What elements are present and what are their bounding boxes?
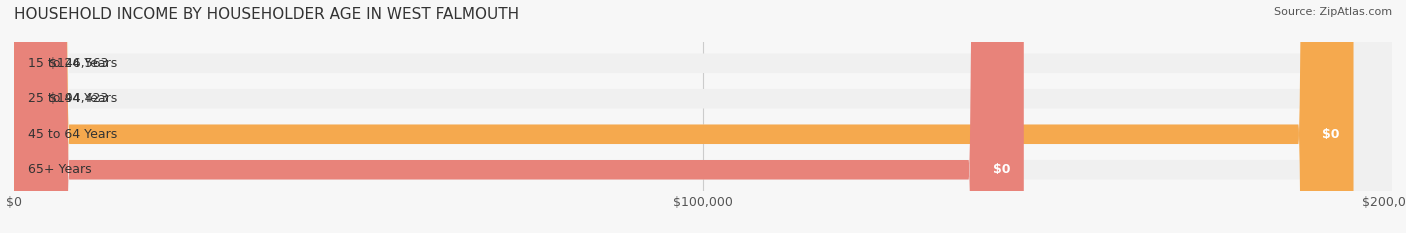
Text: $0: $0 (1322, 128, 1340, 141)
FancyBboxPatch shape (14, 0, 1392, 233)
FancyBboxPatch shape (14, 0, 1392, 233)
Text: $194,423: $194,423 (48, 92, 108, 105)
FancyBboxPatch shape (14, 0, 1392, 233)
Text: $146,563: $146,563 (48, 57, 108, 70)
Text: Source: ZipAtlas.com: Source: ZipAtlas.com (1274, 7, 1392, 17)
FancyBboxPatch shape (14, 0, 1392, 233)
Text: 45 to 64 Years: 45 to 64 Years (28, 128, 117, 141)
Text: 65+ Years: 65+ Years (28, 163, 91, 176)
Text: 15 to 24 Years: 15 to 24 Years (28, 57, 117, 70)
Text: 25 to 44 Years: 25 to 44 Years (28, 92, 117, 105)
Text: $0: $0 (993, 163, 1010, 176)
Text: HOUSEHOLD INCOME BY HOUSEHOLDER AGE IN WEST FALMOUTH: HOUSEHOLD INCOME BY HOUSEHOLDER AGE IN W… (14, 7, 519, 22)
FancyBboxPatch shape (14, 0, 1024, 233)
FancyBboxPatch shape (14, 0, 1354, 233)
